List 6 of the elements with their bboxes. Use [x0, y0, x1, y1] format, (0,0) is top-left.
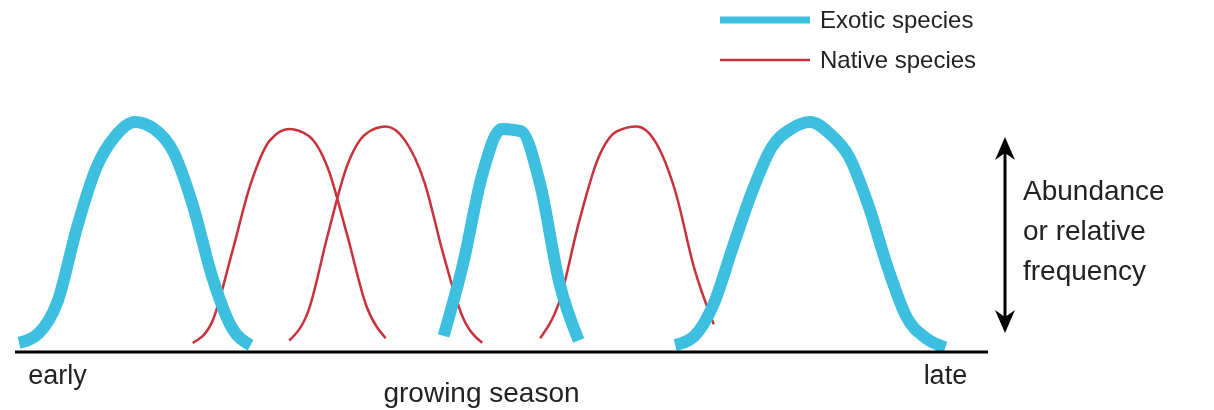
x-tick-label: early: [28, 360, 88, 390]
x-tick-label: late: [923, 360, 968, 390]
legend-label: Exotic species: [820, 6, 974, 33]
y-axis-title: Abundance or relative frequency: [1023, 175, 1165, 286]
x-axis-title: growing season: [383, 377, 580, 408]
legend-label: Native species: [820, 46, 977, 73]
